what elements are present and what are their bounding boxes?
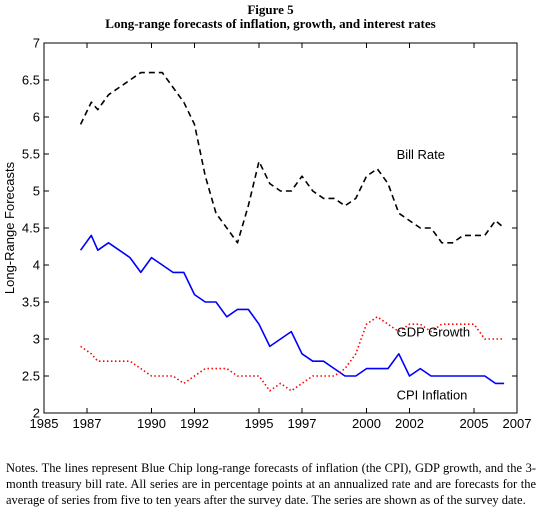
x-tick-label: 1987 <box>73 416 102 431</box>
figure-title: Long-range forecasts of inflation, growt… <box>105 16 436 31</box>
series-layer <box>79 71 505 392</box>
annotation-gdp-growth: GDP Growth <box>397 325 470 340</box>
plot-frame <box>43 42 518 414</box>
y-tick-label: 2 <box>33 406 40 421</box>
y-tick-label: 6.5 <box>22 73 40 88</box>
y-tick-label: 6 <box>33 110 40 125</box>
y-tick-label: 2.5 <box>22 369 40 384</box>
x-tick-label: 1985 <box>30 416 59 431</box>
annotation-cpi-inflation: CPI Inflation <box>397 388 468 403</box>
x-tick-label: 1997 <box>288 416 317 431</box>
x-tick-label: 2000 <box>352 416 381 431</box>
x-tick-label: 1992 <box>180 416 209 431</box>
annotations-layer: Bill Rate GDP Growth CPI Inflation <box>397 147 470 403</box>
y-tick-label: 4 <box>33 258 40 273</box>
y-tick-label: 7 <box>33 36 40 51</box>
figure-number: Figure 5 <box>247 2 294 17</box>
figure-notes: Notes. The lines represent Blue Chip lon… <box>6 461 536 507</box>
y-tick-label: 3.5 <box>22 295 40 310</box>
line-chart: 1985 1987 1990 1992 1995 1997 2000 2002 2005 2007… <box>2 36 531 432</box>
series-line-cpi-inflation <box>80 316 505 392</box>
y-tick-label: 4.5 <box>22 221 40 236</box>
x-tick-label: 1990 <box>137 416 166 431</box>
annotation-bill-rate: Bill Rate <box>397 147 445 162</box>
y-tick-label: 5.5 <box>22 147 40 162</box>
series-line-gdp-growth <box>79 234 505 385</box>
x-tick-label: 2002 <box>395 416 424 431</box>
y-axis-label: Long-Range Forecasts <box>2 161 17 294</box>
series-line-bill-rate <box>79 71 505 244</box>
axes: 1985 1987 1990 1992 1995 1997 2000 2002 2005 2007… <box>2 36 531 432</box>
x-tick-label: 2005 <box>460 416 489 431</box>
x-tick-label: 1995 <box>245 416 274 431</box>
y-tick-label: 5 <box>33 184 40 199</box>
y-tick-label: 3 <box>33 332 40 347</box>
x-tick-label: 2007 <box>503 416 532 431</box>
